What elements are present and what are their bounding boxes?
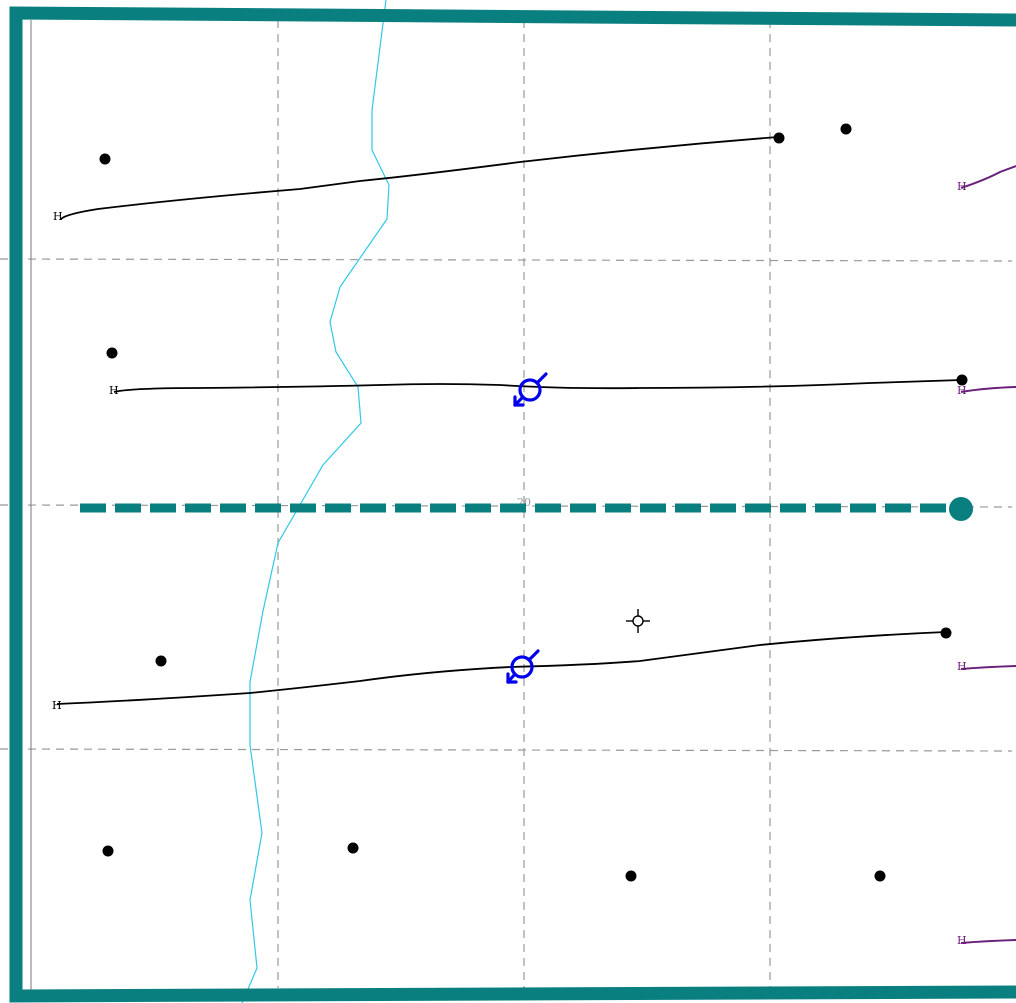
grid-line-horizontal [0, 748, 1013, 752]
offset-path-2[interactable] [960, 386, 1016, 393]
offset-label-2: H [957, 384, 967, 397]
well-label-3: H [52, 699, 62, 712]
well-path-3[interactable] [56, 631, 947, 705]
offset-path-1[interactable] [960, 165, 1016, 189]
river-line [241, 0, 390, 1003]
well-label-2: H [109, 384, 119, 397]
section-line-endpoint[interactable] [949, 497, 973, 521]
filled-dot-icon[interactable] [874, 870, 886, 882]
offset-path-4[interactable] [960, 939, 1016, 944]
rotated-venus-symbol-icon[interactable] [506, 649, 540, 684]
filled-dot-icon[interactable] [99, 153, 111, 165]
offset-path-3[interactable] [960, 665, 1016, 670]
map-frame [9, 6, 1016, 1003]
filled-dot-icon[interactable] [106, 347, 118, 359]
well-label-1: H [53, 210, 63, 223]
offset-label-3: H [957, 660, 967, 673]
filled-dot-icon[interactable] [840, 123, 852, 135]
filled-dot-icon[interactable] [773, 132, 785, 144]
filled-dot-icon[interactable] [347, 842, 359, 854]
crosshair-target-icon[interactable] [626, 609, 650, 633]
offset-label-1: H [957, 180, 967, 193]
filled-dot-icon[interactable] [940, 627, 952, 639]
rotated-venus-symbol-icon[interactable] [513, 372, 548, 407]
filled-dot-icon[interactable] [625, 870, 637, 882]
filled-dot-icon[interactable] [956, 374, 968, 386]
well-path-1[interactable] [60, 136, 779, 220]
well-path-2[interactable] [113, 379, 962, 393]
grid-line-horizontal [0, 258, 1013, 262]
surface-locations [99, 123, 968, 882]
filled-dot-icon[interactable] [102, 845, 114, 857]
filled-dot-icon[interactable] [155, 655, 167, 667]
offset-label-4: H [957, 934, 967, 947]
